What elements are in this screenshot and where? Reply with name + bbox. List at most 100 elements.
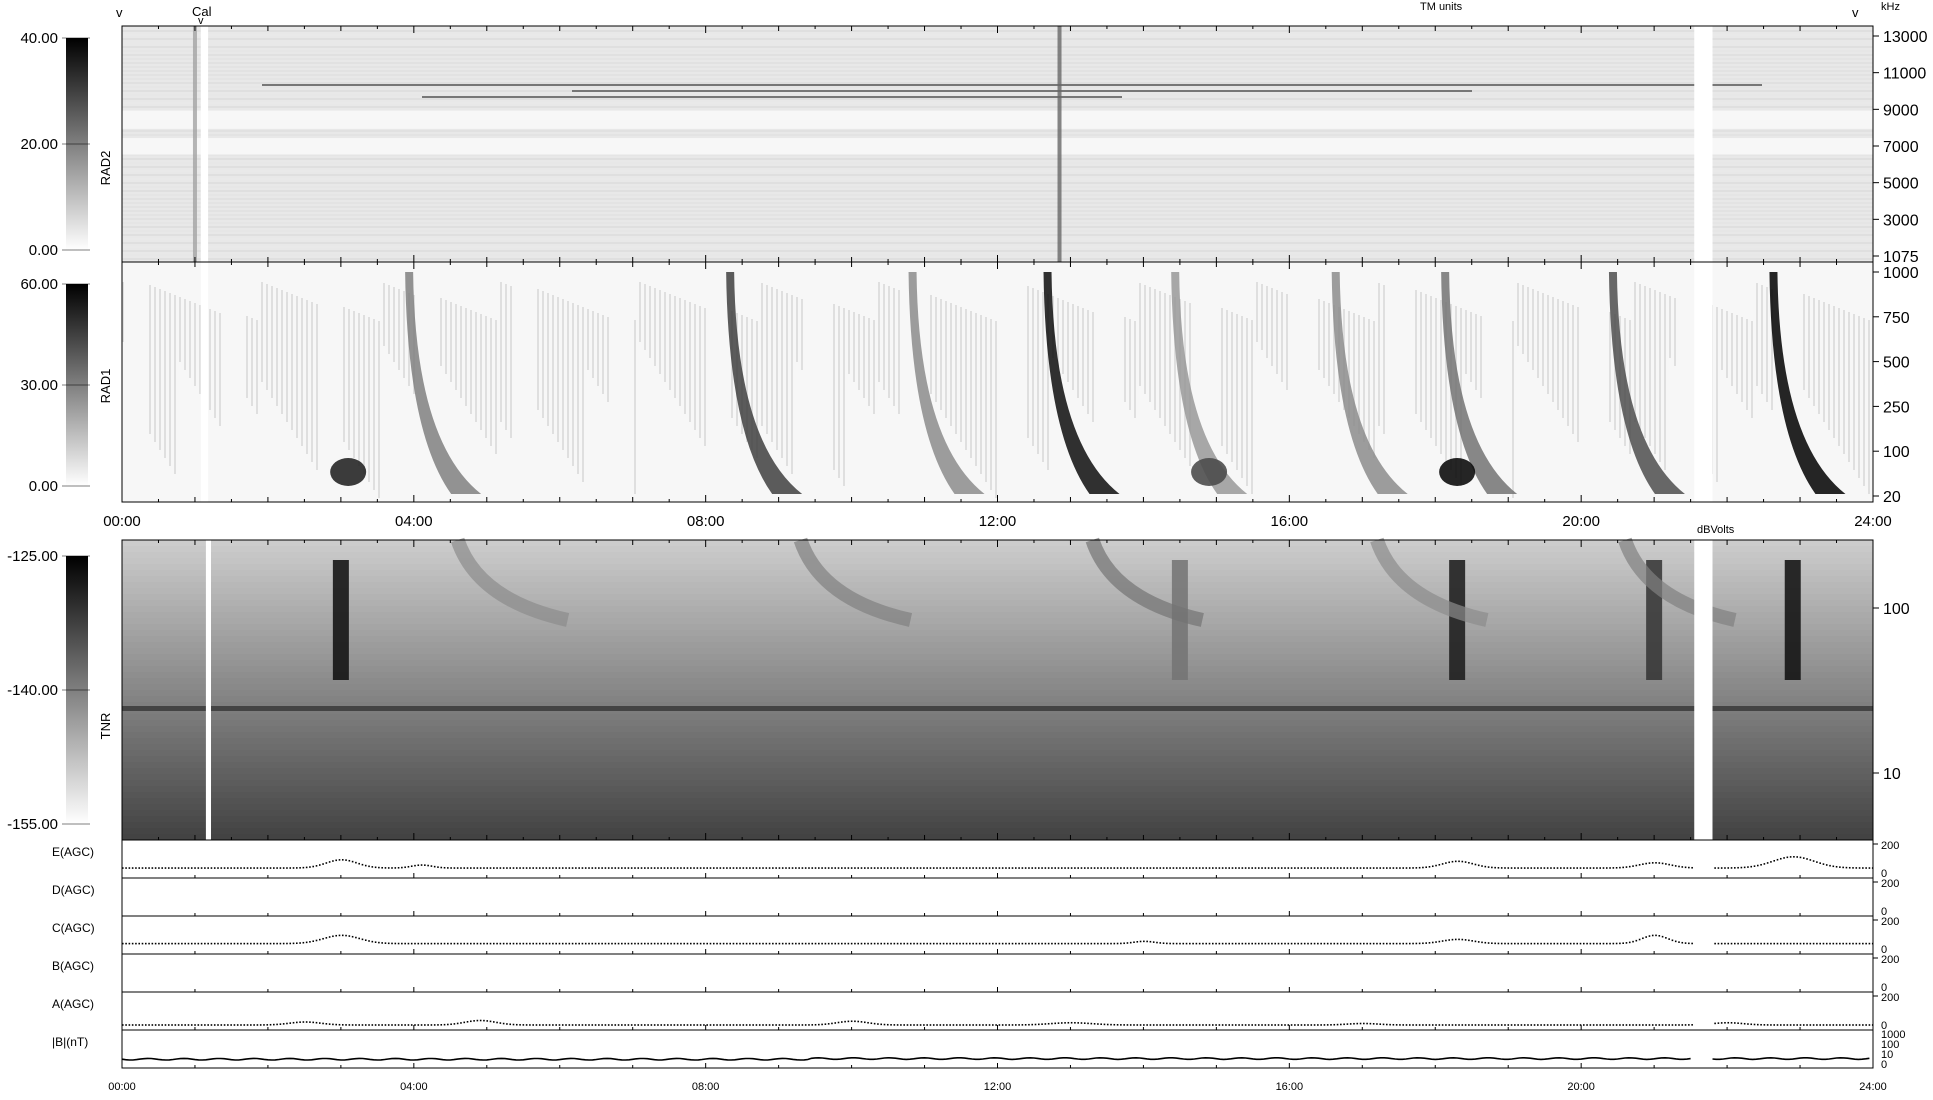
tnr-arc [1085,537,1204,627]
agc-point [217,867,219,869]
agc-point [355,1024,357,1026]
agc-point [460,867,462,869]
rad1-striation [363,315,365,474]
agc-point [1162,942,1165,945]
agc-point [177,867,180,869]
agc-point [1829,1024,1831,1026]
agc-point [1297,942,1299,945]
agc-point [811,867,814,869]
agc-point [768,942,771,945]
rad1-striation [1415,290,1417,414]
agc-point [381,1024,383,1026]
agc-point [378,866,380,869]
rad2-line-band [122,186,1873,188]
agc-point [1628,941,1631,944]
agc-point [1569,867,1572,869]
agc-point [1819,942,1821,945]
agc-point [1835,1024,1838,1026]
agc-point [762,1024,764,1026]
rad1-striation [1328,303,1330,386]
agc-point [939,867,942,869]
agc-point [804,867,807,869]
agc-point [1001,867,1004,869]
agc-point [1113,867,1116,869]
agc-point [1113,942,1116,945]
agc-point [424,864,426,866]
agc-point [427,1024,429,1026]
agc-point [1602,1024,1605,1026]
agc-point [1776,942,1779,945]
rad2-line-band [122,206,1873,208]
agc-point [634,1024,636,1026]
agc-point [722,1024,725,1026]
agc-point [962,867,965,869]
rad1-burst [1608,272,1685,494]
agc-point [676,942,679,945]
rad1-striation [358,313,360,466]
rad1-striation [689,302,691,422]
agc-point [246,942,249,945]
agc-point [972,1024,974,1026]
agc-point [788,867,791,869]
tnr-row [122,576,1873,582]
agc-point [545,1024,548,1026]
agc-point [1605,867,1608,869]
agc-point [742,867,745,869]
rad2-line-band [122,250,1873,252]
agc-point [640,942,643,945]
agc-point [269,942,272,945]
agc-point [926,867,928,869]
agc-point [401,866,403,869]
agc-point [515,867,518,869]
rad2-line-band [122,102,1873,104]
agc-point [1592,942,1595,945]
agc-point [1661,862,1664,865]
agc-point [529,942,531,945]
agc-point [992,867,994,869]
agc-point [299,942,301,944]
agc-point [611,942,613,945]
agc-point [1021,942,1024,945]
agc-point [476,942,479,945]
tnr-row [122,600,1873,606]
agc-point [558,1024,561,1026]
rad2-line-band [122,66,1873,68]
agc-point [1658,1024,1661,1026]
agc-point [906,942,909,945]
agc-point [148,867,150,869]
agc-point [900,867,902,869]
agc-point [266,1024,269,1026]
agc-point [1678,941,1680,943]
rad1-striation [1639,284,1641,430]
agc-point [181,1024,183,1026]
agc-point [821,867,823,869]
tnr-ytick-label: 10 [1883,766,1901,783]
agc-point [1044,942,1047,945]
tnr-row [122,630,1873,636]
agc-point [1280,867,1283,869]
agc-point [1556,1024,1559,1026]
agc-point [831,1022,833,1025]
agc-point [909,942,912,945]
agc-point [456,1022,459,1025]
agc-point [1195,1024,1198,1026]
agc-point [1408,942,1411,945]
rad1-striation [174,295,176,474]
agc-point [1369,942,1372,945]
agc-point [598,867,600,869]
agc-point [818,1023,820,1026]
agc-point [598,1024,600,1026]
agc-point [1582,1024,1585,1026]
agc-point [785,942,787,945]
agc-point [1730,942,1733,945]
agc-point [1110,942,1112,945]
rad1-striation [1542,293,1544,386]
agc-point [1205,1024,1208,1026]
rad1-striation [1221,308,1223,446]
agc-point [1330,867,1332,869]
agc-point [460,942,462,945]
rad1-xtick-label: 16:00 [1271,513,1309,530]
agc-point [552,942,554,945]
agc-point [1845,1024,1848,1026]
